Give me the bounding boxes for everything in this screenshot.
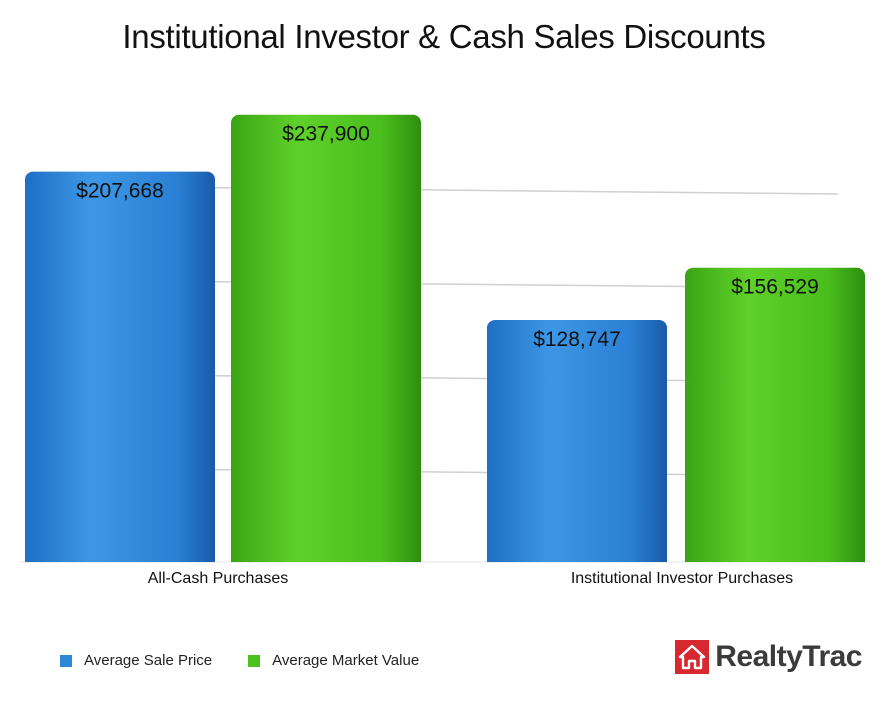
legend-swatch-blue	[60, 654, 72, 667]
bar-sale-price	[487, 319, 667, 562]
value-label: $128,747	[533, 328, 621, 351]
bar-market-value	[231, 114, 421, 563]
bar-base	[685, 552, 865, 562]
category-label: All-Cash Purchases	[148, 570, 289, 587]
bar-market-value	[685, 267, 865, 562]
category-labels: All-Cash Purchases Institutional Investor…	[148, 570, 793, 587]
bars	[25, 114, 865, 563]
chart-title: Institutional Investor & Cash Sales Disc…	[122, 18, 766, 55]
legend-item-market-value: Average Market Value	[248, 652, 419, 669]
legend-item-sale-price: Average Sale Price	[60, 652, 212, 669]
value-labels: $207,668 $237,900 $128,747 $156,529	[76, 123, 819, 351]
value-label: $207,668	[76, 180, 164, 203]
value-label: $237,900	[282, 123, 370, 146]
legend-label: Average Sale Price	[84, 652, 213, 669]
logo-text: RealtyTrac	[715, 640, 862, 673]
value-label: $156,529	[731, 276, 819, 299]
bar-base	[487, 552, 667, 562]
realtytrac-logo: RealtyTrac	[675, 640, 862, 674]
legend-swatch-green	[248, 654, 261, 667]
house-icon	[675, 640, 710, 674]
bar-base	[25, 552, 215, 562]
category-label: Institutional Investor Purchases	[571, 570, 793, 587]
bar-chart: $207,668 $237,900 $128,747 $156,529 All-Cas…	[20, 114, 870, 587]
legend: Average Sale Price Average Market Value	[60, 652, 455, 669]
bar-base	[231, 552, 421, 562]
legend-label: Average Market Value	[272, 652, 420, 669]
bar-sale-price	[25, 171, 215, 562]
